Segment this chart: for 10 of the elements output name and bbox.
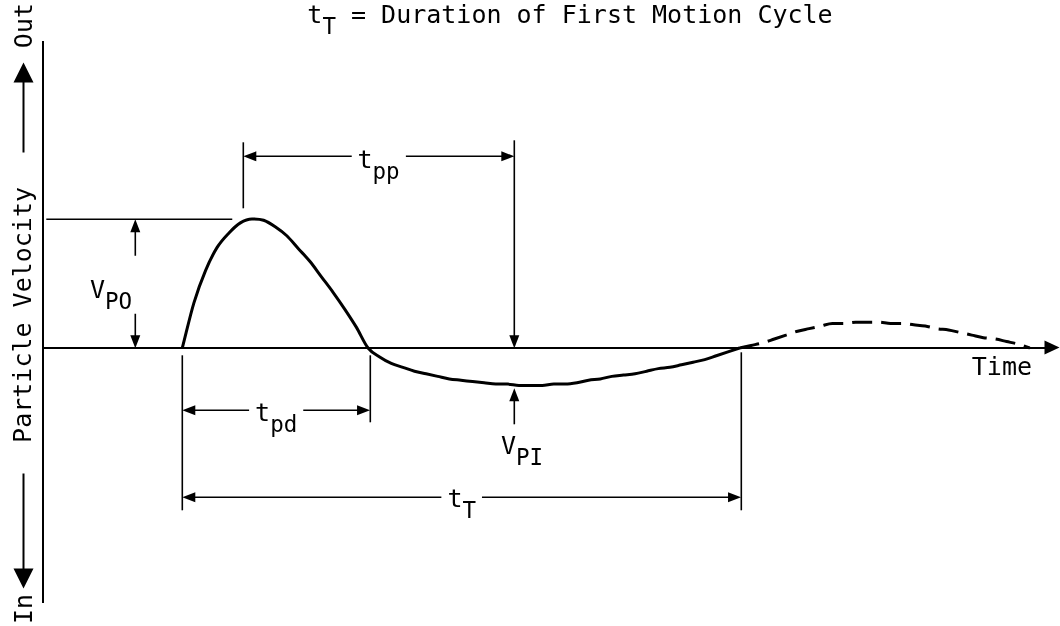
text: V$_{PI}$	[500, 430, 544, 471]
text: t$_{pd}$	[255, 398, 298, 438]
chart-title: t$_{T}$ = Duration of First Motion Cycle	[307, 0, 833, 39]
text: Out	[8, 3, 38, 49]
text: t$_{T}$	[447, 484, 476, 524]
annotation: V$_{PO}$	[89, 274, 133, 315]
text: t$_{pp}$	[357, 145, 400, 185]
x-axis-title: Time	[971, 352, 1032, 382]
y-axis-title: Particle Velocity	[7, 187, 37, 443]
text: In	[8, 593, 38, 625]
